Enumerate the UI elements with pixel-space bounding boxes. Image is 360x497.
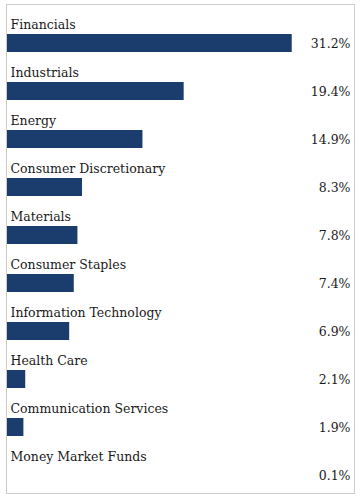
svg-text:6.9%: 6.9% [319, 324, 351, 339]
svg-text:0.1%: 0.1% [319, 468, 351, 483]
svg-text:Communication Services: Communication Services [11, 401, 169, 416]
svg-text:Health Care: Health Care [11, 353, 88, 368]
svg-text:14.9%: 14.9% [311, 132, 351, 147]
svg-text:Information Technology: Information Technology [11, 305, 163, 320]
svg-text:2.1%: 2.1% [319, 372, 351, 387]
svg-text:Industrials: Industrials [11, 65, 79, 80]
svg-text:Materials: Materials [11, 209, 72, 224]
svg-text:8.3%: 8.3% [319, 180, 351, 195]
svg-text:Consumer Staples: Consumer Staples [11, 257, 127, 272]
svg-text:7.4%: 7.4% [319, 276, 351, 291]
svg-text:31.2%: 31.2% [311, 36, 351, 51]
svg-text:Money Market Funds: Money Market Funds [11, 449, 147, 464]
svg-text:1.9%: 1.9% [319, 420, 351, 435]
svg-text:19.4%: 19.4% [311, 84, 351, 99]
svg-text:Energy: Energy [11, 113, 58, 128]
svg-text:Financials: Financials [11, 17, 76, 32]
svg-text:Consumer Discretionary: Consumer Discretionary [11, 161, 167, 176]
svg-text:7.8%: 7.8% [319, 228, 351, 243]
